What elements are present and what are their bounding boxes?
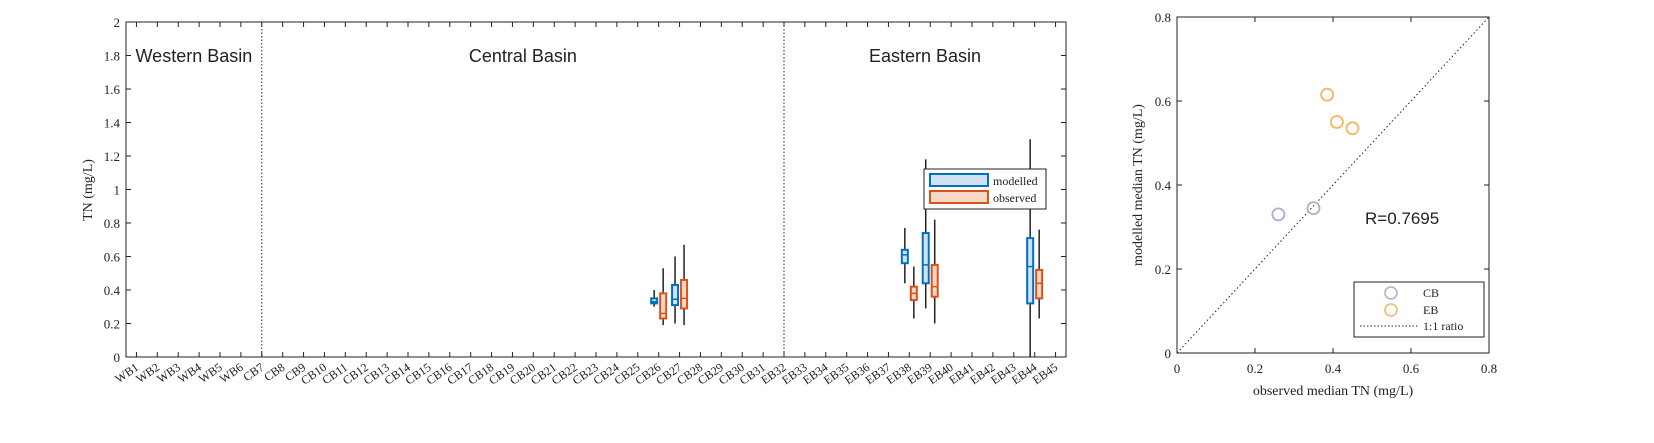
boxplot-panel: 00.20.40.60.811.21.41.61.82 WB1WB2WB3WB4… <box>81 15 1067 388</box>
legend-label-eb: EB <box>1423 303 1438 317</box>
box-observed-EB38 <box>909 266 918 319</box>
box-modelled-EB38 <box>900 228 909 284</box>
legend-label-modelled: modelled <box>993 174 1038 188</box>
legend-label-cb: CB <box>1423 286 1439 300</box>
box-body <box>1026 237 1035 305</box>
scatter-y-axis-label: modelled median TN (mg/L) <box>1131 104 1146 266</box>
scatter-y-tick-label: 0.2 <box>1155 262 1171 277</box>
y-tick-label: 1.6 <box>104 82 121 97</box>
scatter-legend-box <box>1353 281 1485 338</box>
box-observed-EB39 <box>930 219 939 324</box>
scatter-y-tick-label: 0.8 <box>1155 10 1171 25</box>
x-tick-label: EB45 <box>1030 360 1060 387</box>
box-modelled-CB26 <box>650 290 659 307</box>
box-body <box>930 263 939 298</box>
box-body <box>921 232 930 285</box>
box-observed-CB27 <box>680 244 689 326</box>
y-tick-label: 1 <box>114 183 121 198</box>
box-body <box>671 283 680 307</box>
box-observed-CB26 <box>659 268 668 326</box>
scatter-x-tick-label: 0.6 <box>1403 361 1420 376</box>
box-body <box>680 278 689 310</box>
scatter-point-eb <box>1345 121 1360 136</box>
region-label: Central Basin <box>469 46 577 66</box>
region-label: Western Basin <box>136 46 253 66</box>
y-tick-label: 2 <box>114 15 121 30</box>
legend-label-ratio: 1:1 ratio <box>1423 319 1463 333</box>
one-to-one-line <box>1176 16 1490 354</box>
y-tick-label: 1.2 <box>104 149 120 164</box>
y-tick-label: 0 <box>114 350 121 365</box>
scatter-y-tick-label: 0.4 <box>1155 178 1172 193</box>
boxplot-legend: modelled observed <box>923 168 1047 210</box>
y-tick-label: 1.4 <box>104 116 121 131</box>
scatter-x-tick-label: 0.8 <box>1481 361 1497 376</box>
scatter-y-tick-label: 0.6 <box>1155 94 1172 109</box>
scatter-x-axis-label: observed median TN (mg/L) <box>1253 384 1414 399</box>
y-tick-label: 1.8 <box>104 49 120 64</box>
boxplot-y-axis-label: TN (mg/L) <box>81 159 96 221</box>
region-label: Eastern Basin <box>869 46 981 66</box>
scatter-point-cb <box>1271 207 1286 222</box>
scatter-x-tick-label: 0.4 <box>1325 361 1342 376</box>
box-body <box>650 297 659 305</box>
legend-marker-cb <box>1384 286 1398 300</box>
scatter-y-tick-label: 0 <box>1165 346 1172 361</box>
box-body <box>659 292 668 320</box>
correlation-annotation: R=0.7695 <box>1365 209 1439 228</box>
scatter-point-eb <box>1320 87 1335 102</box>
scatter-point-eb <box>1330 115 1344 129</box>
y-tick-label: 0.8 <box>104 216 120 231</box>
legend-label-observed: observed <box>993 191 1036 205</box>
y-tick-label: 0.4 <box>104 283 121 298</box>
box-modelled-CB27 <box>671 256 680 324</box>
legend-swatch-observed <box>929 190 989 204</box>
boxplot-plot-area <box>125 21 1067 358</box>
scatter-legend: CB EB 1:1 ratio <box>1353 281 1485 338</box>
box-body <box>900 248 909 265</box>
y-tick-label: 0.6 <box>104 250 121 265</box>
scatter-panel: 0 0.2 0.4 0.6 0.8 0 0.2 0.4 0.6 0.8 observed med… <box>1131 10 1497 399</box>
box-body <box>1035 268 1044 300</box>
y-tick-label: 0.2 <box>104 317 120 332</box>
legend-swatch-modelled <box>929 173 989 187</box>
scatter-x-tick-label: 0 <box>1174 361 1181 376</box>
box-observed-EB44 <box>1035 229 1044 319</box>
scatter-point-cb <box>1306 201 1321 216</box>
scatter-x-tick-label: 0.2 <box>1247 361 1263 376</box>
legend-marker-eb <box>1384 303 1398 317</box>
